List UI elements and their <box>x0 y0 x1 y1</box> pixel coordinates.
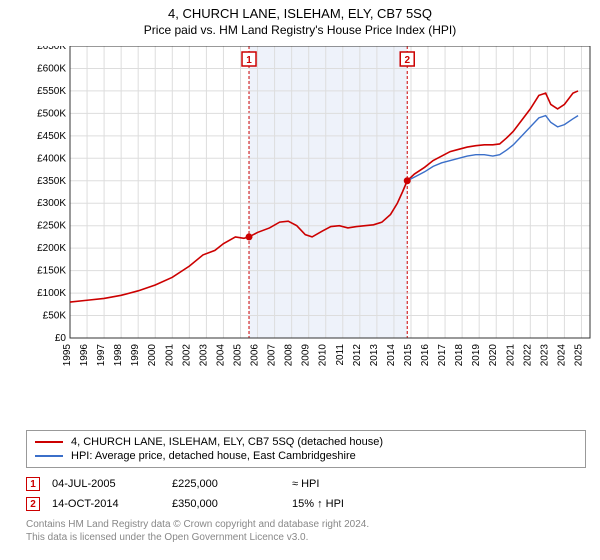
y-tick-label: £550K <box>37 86 66 97</box>
transaction-date: 14-OCT-2014 <box>52 498 172 510</box>
chart-footer: 4, CHURCH LANE, ISLEHAM, ELY, CB7 5SQ (d… <box>26 430 586 544</box>
x-tick-label: 2008 <box>284 344 295 367</box>
chart-legend: 4, CHURCH LANE, ISLEHAM, ELY, CB7 5SQ (d… <box>26 430 586 468</box>
transaction-marker: 2 <box>26 497 40 511</box>
chart-subtitle: Price paid vs. HM Land Registry's House … <box>0 21 600 41</box>
x-tick-label: 2002 <box>181 344 192 367</box>
x-tick-label: 2016 <box>420 344 431 367</box>
shade-band <box>249 46 407 338</box>
chart-container: 4, CHURCH LANE, ISLEHAM, ELY, CB7 5SQ Pr… <box>0 0 600 560</box>
transaction-price: £225,000 <box>172 478 292 490</box>
y-tick-label: £500K <box>37 108 66 119</box>
legend-row: 4, CHURCH LANE, ISLEHAM, ELY, CB7 5SQ (d… <box>35 435 577 449</box>
legend-swatch <box>35 455 63 457</box>
x-tick-label: 2018 <box>454 344 465 367</box>
x-tick-label: 2017 <box>437 344 448 367</box>
y-tick-label: £150K <box>37 266 66 277</box>
x-tick-label: 2022 <box>522 344 533 367</box>
y-tick-label: £450K <box>37 131 66 142</box>
transaction-delta: 15% ↑ HPI <box>292 498 412 510</box>
x-tick-label: 2004 <box>215 344 226 367</box>
x-tick-label: 2005 <box>232 344 243 367</box>
chart-svg: £0 £50K £100K £150K £200K £250K £300K £350K £400… <box>26 46 598 392</box>
attribution-line2: This data is licensed under the Open Gov… <box>26 531 586 544</box>
transaction-marker: 1 <box>26 477 40 491</box>
legend-swatch <box>35 441 63 443</box>
x-tick-label: 1997 <box>96 344 107 367</box>
x-tick-label: 1999 <box>130 344 141 367</box>
x-tick-label: 2006 <box>250 344 261 367</box>
marker-number: 1 <box>246 55 252 66</box>
x-tick-label: 2021 <box>505 344 516 367</box>
legend-label: HPI: Average price, detached house, East… <box>71 450 356 462</box>
x-tick-label: 2024 <box>556 344 567 367</box>
legend-label: 4, CHURCH LANE, ISLEHAM, ELY, CB7 5SQ (d… <box>71 436 383 448</box>
transaction-row: 2 14-OCT-2014£350,00015% ↑ HPI <box>26 494 586 514</box>
marker-dot <box>246 233 253 240</box>
x-tick-label: 2010 <box>318 344 329 367</box>
x-tick-label: 2011 <box>335 344 346 366</box>
x-tick-label: 2007 <box>267 344 278 367</box>
x-tick-label: 2025 <box>573 344 584 367</box>
transaction-row: 1 04-JUL-2005£225,000≈ HPI <box>26 474 586 494</box>
marker-dot <box>404 177 411 184</box>
y-tick-label: £300K <box>37 198 66 209</box>
y-tick-label: £50K <box>43 311 67 322</box>
x-tick-label: 2015 <box>403 344 414 367</box>
x-tick-label: 1998 <box>113 344 124 367</box>
attribution-text: Contains HM Land Registry data © Crown c… <box>26 514 586 544</box>
x-tick-label: 2020 <box>488 344 499 367</box>
y-tick-label: £0 <box>55 333 67 344</box>
y-tick-label: £650K <box>37 46 66 52</box>
x-tick-label: 2001 <box>164 344 175 367</box>
transaction-delta: ≈ HPI <box>292 478 412 490</box>
transaction-date: 04-JUL-2005 <box>52 478 172 490</box>
attribution-line1: Contains HM Land Registry data © Crown c… <box>26 518 586 531</box>
x-tick-label: 2023 <box>539 344 550 367</box>
transaction-price: £350,000 <box>172 498 292 510</box>
y-tick-label: £100K <box>37 288 66 299</box>
x-tick-label: 1995 <box>62 344 73 367</box>
x-tick-label: 2019 <box>471 344 482 367</box>
chart-plot-area: £0 £50K £100K £150K £200K £250K £300K £350K £400… <box>26 46 598 392</box>
y-tick-label: £400K <box>37 153 66 164</box>
marker-number: 2 <box>404 55 410 66</box>
x-tick-label: 2014 <box>386 344 397 367</box>
legend-row: HPI: Average price, detached house, East… <box>35 449 577 463</box>
x-tick-label: 2003 <box>198 344 209 367</box>
transactions-table: 1 04-JUL-2005£225,000≈ HPI 2 14-OCT-2014£35… <box>26 474 586 514</box>
y-tick-label: £250K <box>37 221 66 232</box>
x-tick-label: 1996 <box>79 344 90 367</box>
y-tick-label: £600K <box>37 63 66 74</box>
x-tick-label: 2013 <box>369 344 380 367</box>
x-tick-label: 2000 <box>147 344 158 367</box>
chart-title: 4, CHURCH LANE, ISLEHAM, ELY, CB7 5SQ <box>0 0 600 21</box>
x-tick-label: 2009 <box>301 344 312 367</box>
y-tick-label: £350K <box>37 176 66 187</box>
x-tick-label: 2012 <box>352 344 363 367</box>
y-tick-label: £200K <box>37 243 66 254</box>
